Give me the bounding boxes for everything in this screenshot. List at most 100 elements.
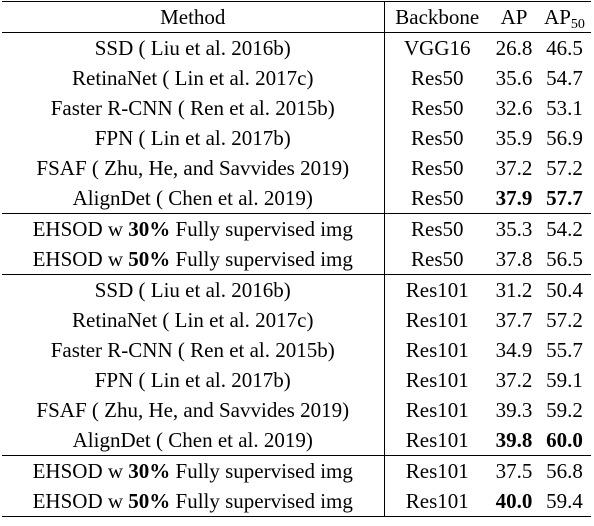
cell-ap: 35.3 <box>490 213 538 244</box>
method-prefix: EHSOD w <box>32 489 129 513</box>
header-ap: AP <box>490 1 538 33</box>
cell-ap: 37.2 <box>495 368 533 392</box>
table-row: FSAF ( Zhu, He, and Savvides 2019) Res50 3… <box>2 153 591 183</box>
method-prefix: EHSOD w <box>32 247 129 271</box>
cell-method: FPN ( Lin et al. 2017b) <box>2 365 385 395</box>
method-suffix: Fully supervised img <box>170 217 353 241</box>
header-method: Method <box>2 1 385 33</box>
cell-backbone: Res50 <box>411 96 464 120</box>
cell-backbone: Res50 <box>411 66 464 90</box>
method-percent: 30% <box>128 459 171 483</box>
table-row: FPN ( Lin et al. 2017b) Res50 35.9 56.9 <box>2 123 591 153</box>
cell-ap50: 54.7 <box>546 66 583 90</box>
cell-ap50: 59.4 <box>538 486 591 517</box>
cell-ap: 39.8 <box>495 428 533 452</box>
cell-ap50: 57.7 <box>546 186 583 210</box>
cell-ap: 40.0 <box>490 486 538 517</box>
cell-ap50: 59.1 <box>546 368 583 392</box>
cell-ap50: 50.4 <box>538 274 591 305</box>
table-row: EHSOD w 50% Fully supervised img Res50 37.… <box>2 244 591 275</box>
cell-method: RetinaNet ( Lin et al. 2017c) <box>2 305 385 335</box>
cell-ap: 37.5 <box>490 455 538 486</box>
cell-method: RetinaNet ( Lin et al. 2017c) <box>2 63 385 93</box>
cell-backbone: Res50 <box>411 126 464 150</box>
cell-ap50: 46.5 <box>546 36 583 60</box>
cell-backbone: VGG16 <box>404 36 471 60</box>
table-row: FSAF ( Zhu, He, and Savvides 2019) Res101… <box>2 395 591 425</box>
cell-backbone: Res101 <box>405 338 469 362</box>
cell-ap50: 57.2 <box>546 308 583 332</box>
method-percent: 30% <box>128 217 171 241</box>
table-row: EHSOD w 30% Fully supervised img Res101 37… <box>2 455 591 486</box>
cell-method: SSD ( Liu et al. 2016b) <box>2 32 385 63</box>
cell-method: EHSOD w 50% Fully supervised img <box>2 486 385 517</box>
cell-ap: 26.8 <box>495 36 533 60</box>
cell-backbone: Res101 <box>405 308 469 332</box>
cell-method: AlignDet ( Chen et al. 2019) <box>2 183 385 214</box>
cell-ap: 35.9 <box>495 126 533 150</box>
method-prefix: EHSOD w <box>32 217 129 241</box>
cell-ap: 37.7 <box>495 308 533 332</box>
cell-ap: 31.2 <box>490 274 538 305</box>
cell-ap50: 55.7 <box>546 338 583 362</box>
table-row: SSD ( Liu et al. 2016b) VGG16 26.8 46.5 <box>2 32 591 63</box>
cell-method: SSD ( Liu et al. 2016b) <box>2 274 385 305</box>
method-suffix: Fully supervised img <box>170 459 353 483</box>
cell-ap: 35.6 <box>495 66 533 90</box>
cell-method: EHSOD w 30% Fully supervised img <box>2 455 385 486</box>
cell-ap50: 56.5 <box>546 247 583 271</box>
table-row: AlignDet ( Chen et al. 2019) Res50 37.9 57.… <box>2 183 591 214</box>
cell-backbone: Res101 <box>405 428 469 452</box>
cell-ap: 37.2 <box>495 156 533 180</box>
header-ap50-sub: 50 <box>570 17 585 32</box>
cell-method: FSAF ( Zhu, He, and Savvides 2019) <box>2 153 385 183</box>
cell-ap50: 54.2 <box>538 213 591 244</box>
table-row: RetinaNet ( Lin et al. 2017c) Res101 37.7 5… <box>2 305 591 335</box>
table-row: Faster R-CNN ( Ren et al. 2015b) Res101 34… <box>2 335 591 365</box>
table-row: EHSOD w 30% Fully supervised img Res50 35.… <box>2 213 591 244</box>
header-ap50: AP50 <box>538 1 591 33</box>
cell-method: AlignDet ( Chen et al. 2019) <box>2 425 385 456</box>
cell-ap: 37.9 <box>495 186 533 210</box>
cell-backbone: Res101 <box>384 274 490 305</box>
cell-backbone: Res50 <box>384 213 490 244</box>
method-percent: 50% <box>128 247 171 271</box>
method-prefix: EHSOD w <box>32 459 129 483</box>
table-row: RetinaNet ( Lin et al. 2017c) Res50 35.6 54… <box>2 63 591 93</box>
cell-ap: 34.9 <box>495 338 533 362</box>
cell-ap: 37.8 <box>495 247 533 271</box>
cell-ap50: 60.0 <box>546 428 583 452</box>
table-row: Faster R-CNN ( Ren et al. 2015b) Res50 32.… <box>2 93 591 123</box>
cell-method: EHSOD w 50% Fully supervised img <box>2 244 385 275</box>
cell-ap50: 53.1 <box>546 96 583 120</box>
method-suffix: Fully supervised img <box>170 489 353 513</box>
table-body: SSD ( Liu et al. 2016b) VGG16 26.8 46.5 Reti… <box>2 32 591 517</box>
cell-backbone: Res101 <box>405 368 469 392</box>
table-row: SSD ( Liu et al. 2016b) Res101 31.2 50.4 <box>2 274 591 305</box>
cell-ap50: 59.2 <box>546 398 583 422</box>
cell-ap50: 56.9 <box>546 126 583 150</box>
cell-method: Faster R-CNN ( Ren et al. 2015b) <box>2 335 385 365</box>
table-row: AlignDet ( Chen et al. 2019) Res101 39.8 60… <box>2 425 591 456</box>
cell-backbone: Res50 <box>411 156 464 180</box>
header-backbone: Backbone <box>384 1 490 33</box>
results-table: Method Backbone AP AP50 SSD ( Liu et al.… <box>2 1 591 517</box>
cell-ap50: 57.2 <box>546 156 583 180</box>
cell-ap50: 56.8 <box>538 455 591 486</box>
method-suffix: Fully supervised img <box>170 247 353 271</box>
header-ap50-base: AP <box>544 5 571 29</box>
cell-backbone: Res50 <box>411 247 464 271</box>
cell-backbone: Res101 <box>384 455 490 486</box>
cell-ap: 32.6 <box>495 96 533 120</box>
cell-backbone: Res101 <box>405 398 469 422</box>
cell-ap: 39.3 <box>495 398 533 422</box>
cell-method: FPN ( Lin et al. 2017b) <box>2 123 385 153</box>
header-row: Method Backbone AP AP50 <box>2 1 591 33</box>
cell-backbone: Res101 <box>384 486 490 517</box>
table-row: FPN ( Lin et al. 2017b) Res101 37.2 59.1 <box>2 365 591 395</box>
cell-backbone: Res50 <box>411 186 464 210</box>
cell-method: Faster R-CNN ( Ren et al. 2015b) <box>2 93 385 123</box>
cell-method: EHSOD w 30% Fully supervised img <box>2 213 385 244</box>
cell-method: FSAF ( Zhu, He, and Savvides 2019) <box>2 395 385 425</box>
table-row: EHSOD w 50% Fully supervised img Res101 40… <box>2 486 591 517</box>
